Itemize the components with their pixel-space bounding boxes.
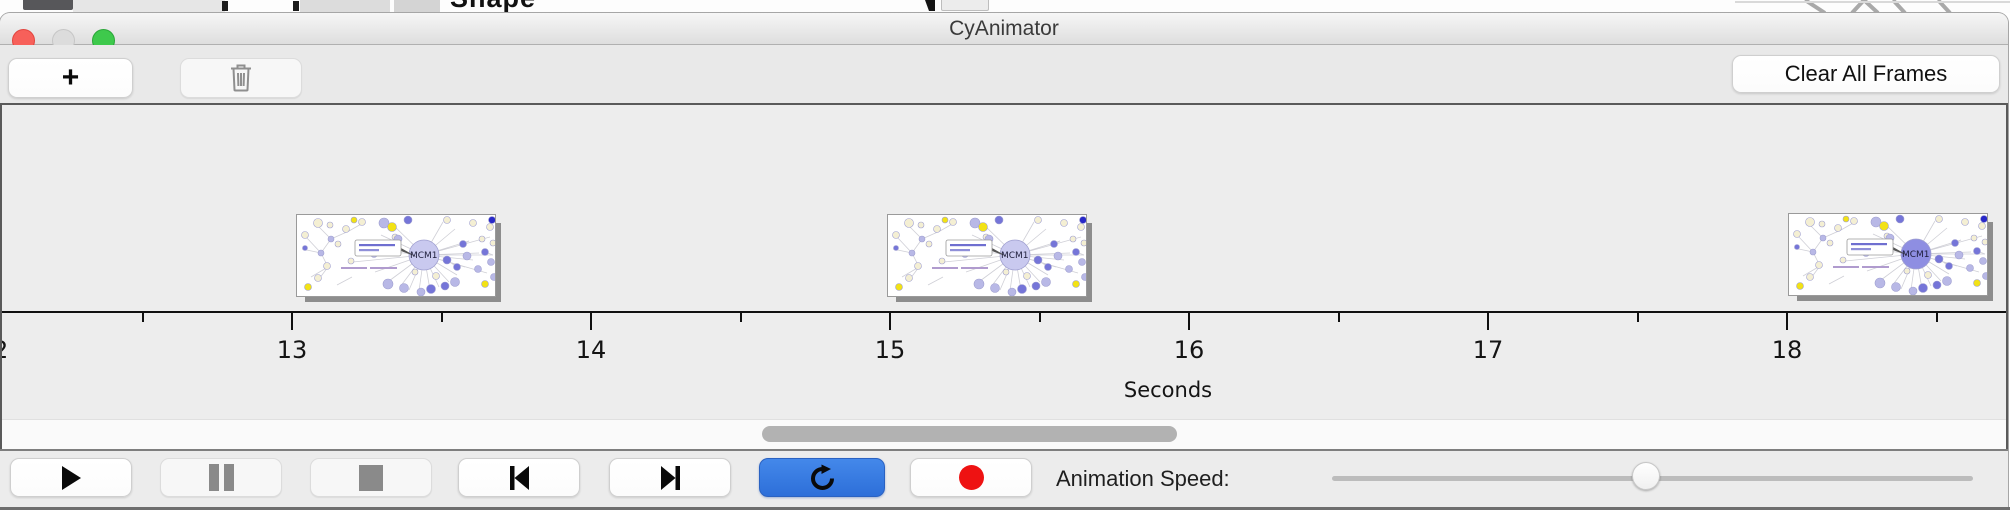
skip-end-icon [660, 465, 680, 490]
background-dark-tab [23, 0, 73, 10]
animation-speed-label: Animation Speed: [1056, 466, 1230, 491]
background-toolbar-segment [73, 0, 225, 12]
minor-tick [440, 313, 443, 322]
frame-thumbnail[interactable]: MCM1 [1788, 213, 1988, 296]
skip-to-end-button[interactable] [609, 458, 731, 497]
major-tick [1188, 313, 1190, 330]
tick-label: 15 [874, 336, 906, 364]
animation-speed-slider-knob[interactable] [1632, 462, 1661, 490]
network-snapshot [297, 215, 495, 296]
titlebar: CyAnimator [0, 13, 2008, 52]
timeline-axis-title: Seconds [1123, 378, 1213, 402]
minor-tick [1337, 313, 1340, 322]
cyanimator-window: CyAnimator + [0, 13, 2008, 507]
timeline-panel: MCM1 MCM1 MCM1 12 13 14 15 16 17 18 Seconds [0, 103, 2008, 449]
minor-tick [1935, 313, 1938, 322]
clear-all-frames-button[interactable]: Clear All Frames [1732, 55, 2000, 93]
trash-icon [231, 64, 251, 92]
thumbnail-center-label: MCM1 [1000, 250, 1029, 261]
frame-toolbar: + Clear All Frames [0, 45, 2008, 103]
background-glyph [222, 1, 228, 11]
pause-icon [208, 464, 234, 491]
background-glyph [293, 1, 299, 11]
skip-to-start-button[interactable] [458, 458, 580, 497]
major-tick [1487, 313, 1489, 330]
background-network-edges [1735, 0, 2010, 13]
background-glyph [925, 0, 935, 11]
tick-label: 14 [575, 336, 607, 364]
tick-label: 17 [1472, 336, 1504, 364]
timeline-axis [2, 311, 2006, 313]
tick-label: 13 [276, 336, 308, 364]
add-frame-button[interactable]: + [8, 58, 133, 98]
record-button[interactable] [910, 458, 1032, 497]
major-tick [1786, 313, 1788, 330]
background-toolbar-segment [394, 0, 440, 12]
minor-tick [739, 313, 742, 322]
frame-thumbnail[interactable]: MCM1 [296, 214, 496, 297]
window-title: CyAnimator [949, 17, 1059, 40]
delete-frame-button[interactable] [180, 58, 302, 98]
major-tick [590, 313, 592, 330]
loop-button[interactable] [759, 458, 885, 497]
stop-button[interactable] [310, 458, 432, 497]
tick-label: 12 [2, 336, 8, 364]
timeline-scrollbar-thumb[interactable] [762, 426, 1177, 442]
network-snapshot [1789, 214, 1987, 295]
play-button[interactable] [10, 458, 132, 497]
tick-label: 16 [1173, 336, 1205, 364]
minor-tick [141, 313, 144, 322]
play-icon [62, 465, 81, 490]
transport-bar: Animation Speed: [0, 449, 2008, 507]
background-button [941, 0, 989, 11]
skip-start-icon [509, 465, 529, 490]
thumbnail-center-label: MCM1 [1901, 249, 1930, 260]
tick-label: 18 [1771, 336, 1803, 364]
frame-thumbnail[interactable]: MCM1 [887, 214, 1087, 297]
background-partial-text: Shape [450, 0, 560, 13]
record-icon [958, 465, 984, 490]
major-tick [291, 313, 293, 330]
plus-icon: + [61, 61, 80, 94]
major-tick [889, 313, 891, 330]
minor-tick [1038, 313, 1041, 322]
stop-icon [359, 464, 383, 491]
timeline-canvas[interactable]: MCM1 MCM1 MCM1 12 13 14 15 16 17 18 Seconds [2, 105, 2006, 449]
background-toolbar-segment [300, 0, 390, 12]
thumbnail-center-label: MCM1 [409, 250, 438, 261]
loop-icon [810, 464, 834, 490]
network-snapshot [888, 215, 1086, 296]
minor-tick [1636, 313, 1639, 322]
timeline-scrollbar-track[interactable] [2, 419, 2006, 449]
pause-button[interactable] [160, 458, 282, 497]
background-app-strip: Shape [0, 0, 2010, 13]
background-bottom-edge [0, 507, 2010, 510]
